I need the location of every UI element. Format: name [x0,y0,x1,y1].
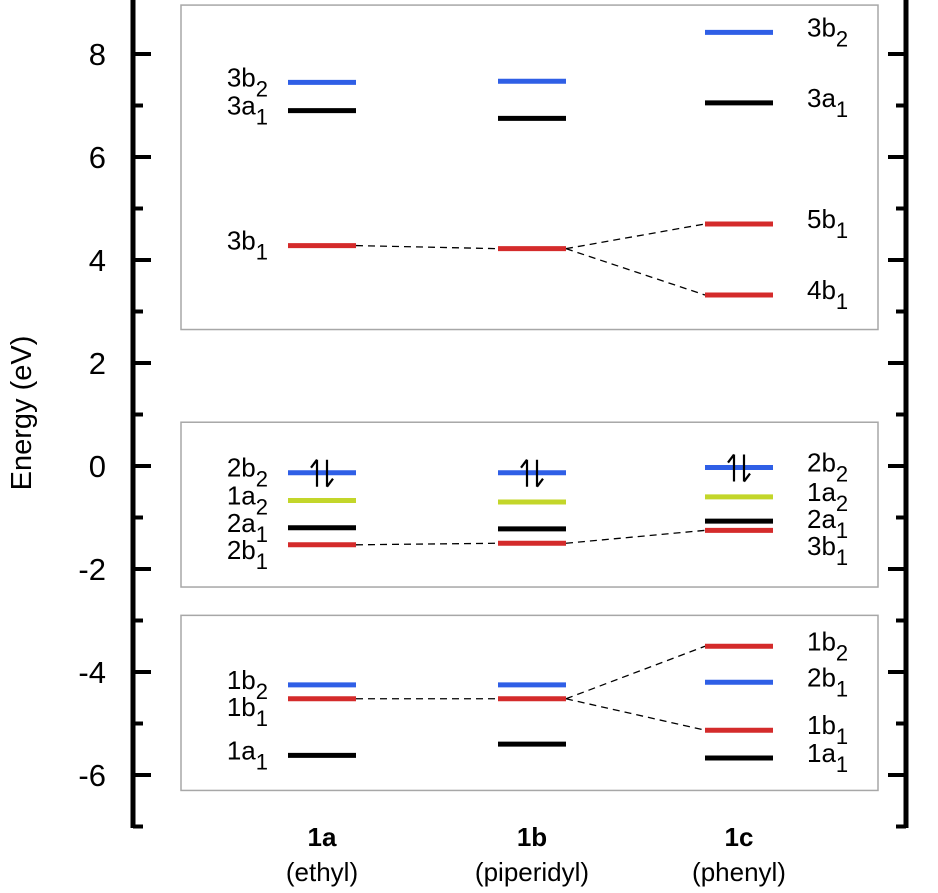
level-label: 3b1 [227,226,268,265]
level-label: 2b2 [807,448,848,487]
category-labels: 1a (ethyl) 1b (piperidyl) 1c (phenyl) [286,822,786,887]
electron-pair-arrows [310,459,334,488]
level-label: 1b2 [227,665,268,704]
y-tick-label: 4 [89,243,106,278]
category-subtitle: (piperidyl) [475,857,589,887]
level-label: 1b2 [807,626,848,665]
axes: 8 6 4 2 0 -2 -4 -6 [78,0,909,829]
correlation-line [565,248,706,296]
y-tick-label: 6 [89,140,106,175]
group-boxes [180,4,879,792]
group-box-frontier [180,421,879,588]
y-axis-title: Energy (eV) [6,336,38,491]
group-box-core [180,614,879,792]
y-tick-label: -6 [78,758,106,793]
correlation-line [565,223,706,250]
level-label: 4b1 [807,275,848,314]
level-label: 1b1 [227,692,268,731]
correlation-line [565,698,706,731]
level-label: 2b1 [227,535,268,574]
level-labels: 3b23a13b12b21a22a12b11b21b11a13b23a15b14… [227,12,848,777]
level-label: 3b2 [227,62,268,101]
category-subtitle: (ethyl) [286,857,358,887]
y-tick-label: 8 [89,37,106,72]
y-tick-label: -2 [78,552,106,587]
level-label: 2b2 [227,453,268,492]
level-label: 1a2 [807,477,848,516]
energy-levels [288,29,773,761]
y-tick-label: 0 [89,449,106,484]
level-label: 1b1 [807,710,848,749]
y-tick-label: 2 [89,346,106,381]
y-tick-label: -4 [78,655,106,690]
electron-pair-arrows [520,459,544,488]
level-label: 1a1 [227,735,268,774]
level-label: 3b1 [807,531,848,570]
level-label: 1a1 [807,738,848,777]
level-label: 3a1 [227,91,268,130]
category-name: 1a [308,822,337,852]
category-subtitle: (phenyl) [692,857,786,887]
level-label: 3a1 [807,83,848,122]
level-label: 1a2 [227,481,268,520]
level-label: 2a1 [227,508,268,547]
level-label: 2a1 [807,504,848,543]
correlation-line [565,645,706,700]
correlation-line [565,529,706,544]
category-name: 1b [517,822,547,852]
electron-pair-arrows [727,453,751,483]
category-name: 1c [725,822,754,852]
group-box-virtual [180,4,879,331]
connectors [355,223,706,731]
level-label: 2b1 [807,662,848,701]
correlation-line [355,542,499,546]
level-label: 3b2 [807,12,848,51]
correlation-line [355,244,499,250]
level-label: 5b1 [807,204,848,243]
